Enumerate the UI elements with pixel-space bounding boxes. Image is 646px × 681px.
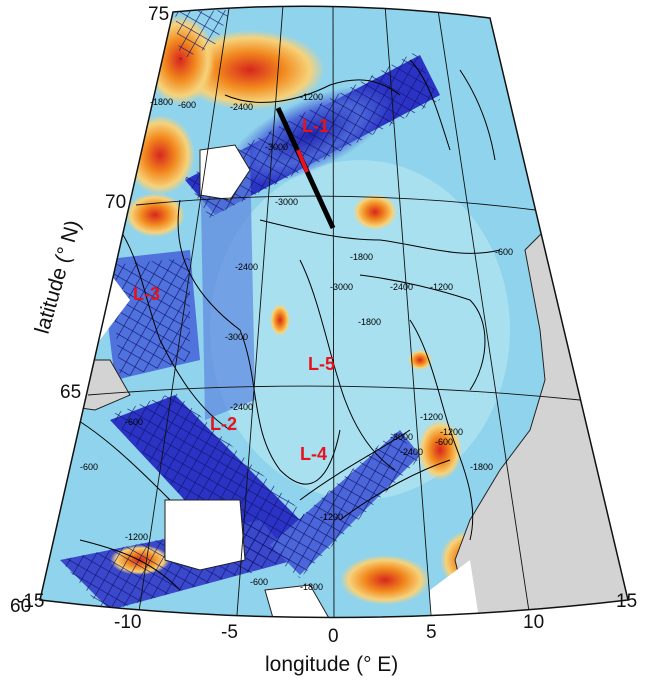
contour-label: -1200: [440, 427, 463, 437]
hot-spot-l5: [408, 350, 432, 370]
contour-label: -2400: [390, 282, 413, 292]
parallel-65: [87, 385, 581, 401]
hot-spot-e: [353, 194, 397, 230]
lon-tick--5: -5: [221, 622, 238, 643]
meridian--5: [235, 6, 284, 618]
contour-label: -600: [125, 417, 143, 427]
hatch-l4: [265, 430, 420, 578]
contour-label: -1800: [300, 582, 323, 592]
region-label-l3: L-3: [133, 284, 160, 304]
contour-line: [339, 459, 451, 521]
lon-tick--15: -15: [17, 591, 44, 612]
section-marker: [296, 149, 309, 173]
lat-tick-75: 75: [148, 4, 169, 25]
contour-label: -3000: [265, 142, 288, 152]
land-faroe: [164, 499, 246, 571]
contour-line: [299, 259, 396, 471]
contour-line: [177, 199, 341, 485]
x-axis-label: longitude (° E): [265, 653, 398, 676]
contour-line: [259, 219, 501, 254]
region-label-l1: L-1: [302, 116, 329, 136]
contour-label: -600: [178, 100, 196, 110]
land-shetland: [264, 584, 331, 618]
meridian--10: [137, 7, 230, 618]
contour-line: [359, 274, 486, 391]
meridian-10: [437, 9, 531, 618]
meridian-0: [332, 6, 335, 618]
hot-spot-c: [270, 304, 290, 336]
lat-tick-60: 60: [10, 596, 31, 617]
contour-label: -1200: [320, 512, 343, 522]
y-axis-label: latitude (° N): [31, 218, 85, 337]
contour-label: -3000: [225, 332, 248, 342]
hatch-l3: [110, 258, 190, 378]
parallel-70: [135, 195, 536, 211]
contour-label: -1800: [150, 97, 173, 107]
contour-line: [299, 429, 411, 501]
contour-line: [409, 319, 474, 541]
meridian-5: [384, 6, 433, 618]
contour-labels: -3000-2400-1800 -1200-600-3000-2400-1800-…: [80, 92, 513, 592]
low-band-central: [200, 150, 255, 420]
lat-tick-65: 65: [60, 382, 81, 403]
lon-tick-10: 10: [523, 612, 544, 633]
hatch-n-edge: [175, 10, 230, 60]
contour-label: -600: [435, 437, 453, 447]
contour-label: -600: [495, 247, 513, 257]
contour-line: [459, 69, 496, 161]
region-label-l2: L-2: [210, 414, 237, 434]
contour-label: -1800: [470, 462, 493, 472]
region-label-l5: L-5: [308, 354, 335, 374]
lon-tick-0: 0: [328, 626, 339, 647]
region-label-l4: L-4: [300, 444, 327, 464]
contour-line: [224, 79, 401, 103]
lat-tick-70: 70: [105, 192, 126, 213]
contour-label: -1200: [125, 532, 148, 542]
contour-label: -3000: [330, 282, 353, 292]
contour-label: -1800: [358, 317, 381, 327]
contour-line: [79, 539, 181, 591]
contour-line: [119, 229, 231, 431]
contour-label: -2400: [400, 447, 423, 457]
contour-label: -600: [80, 462, 98, 472]
lon-tick-5: 5: [426, 622, 437, 643]
contour-label: -2400: [230, 102, 253, 112]
land-south-white: [430, 560, 480, 618]
contour-label: -2400: [230, 402, 253, 412]
contour-label: -1200: [420, 412, 443, 422]
contour-label: -1200: [300, 92, 323, 102]
hatch-l1: [185, 52, 440, 218]
hot-spot-w: [125, 115, 195, 195]
basin-field: [210, 160, 510, 500]
hot-spot-se: [418, 420, 462, 480]
contour-label: -3000: [390, 432, 413, 442]
map-border: [39, 5, 629, 619]
contour-label: -1200: [430, 282, 453, 292]
contour-label: -2400: [235, 262, 258, 272]
hot-spot-wm: [125, 193, 185, 237]
hot-spot-s1: [340, 555, 430, 605]
lon-tick-15: 15: [616, 591, 637, 612]
land-jan-mayen: [199, 144, 251, 201]
lon-tick--10: -10: [114, 612, 141, 633]
contour-line: [409, 59, 451, 151]
contour-label: -1800: [350, 252, 373, 262]
contour-label: -3000: [275, 197, 298, 207]
contour-label: -600: [250, 577, 268, 587]
